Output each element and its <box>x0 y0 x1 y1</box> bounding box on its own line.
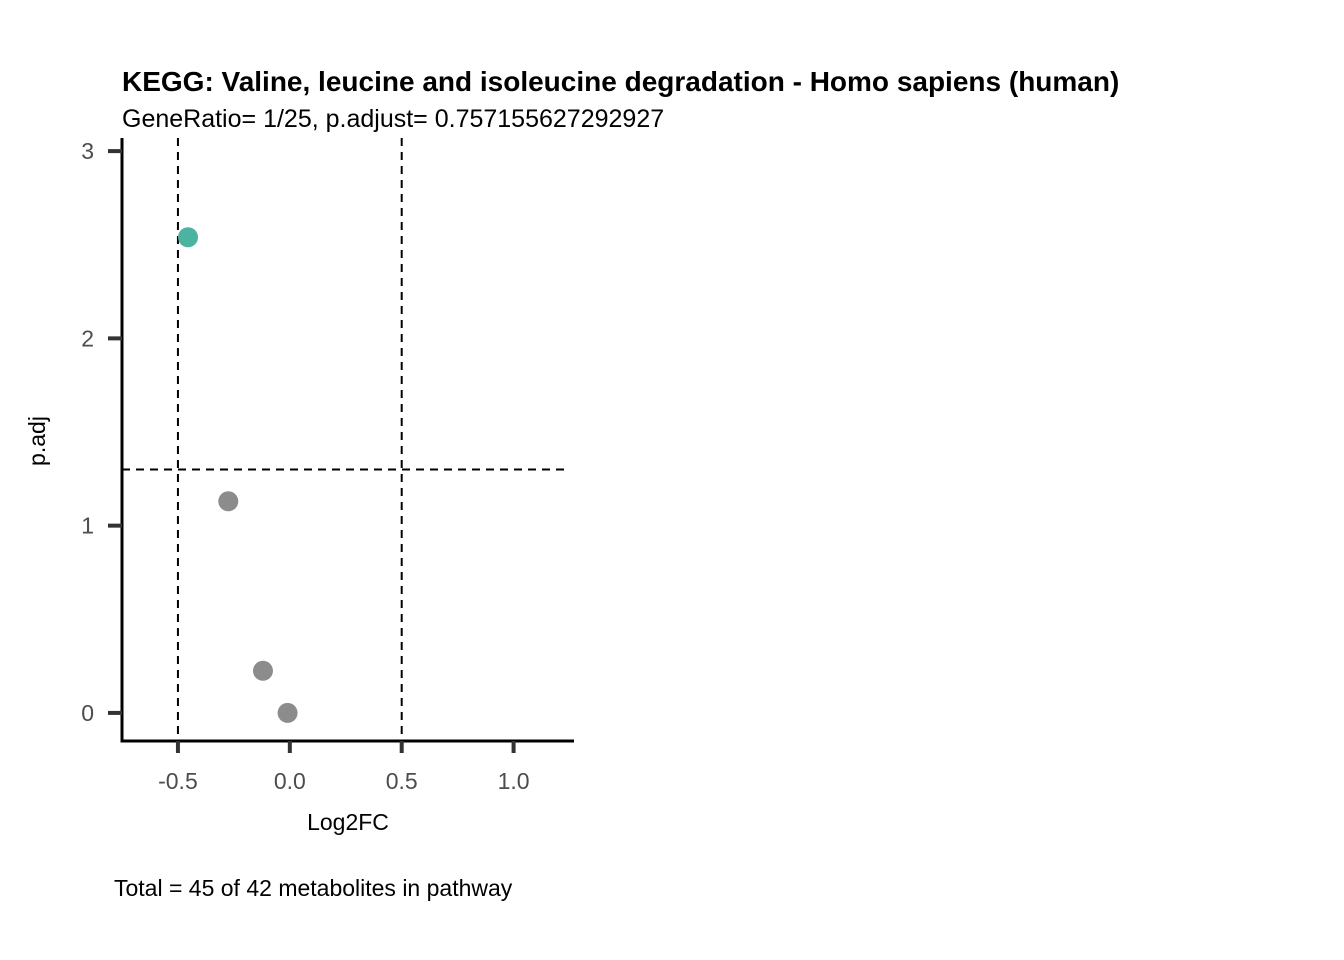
y-tick-label: 1 <box>81 513 94 539</box>
y-tick-label: 0 <box>81 700 94 726</box>
y-axis-ticks: 0 1 2 3 <box>81 138 122 726</box>
data-point <box>277 702 298 723</box>
y-axis-title: p.adj <box>24 416 50 466</box>
x-axis-title: Log2FC <box>307 809 389 835</box>
y-tick-label: 3 <box>81 138 94 164</box>
data-points <box>178 227 298 723</box>
data-point <box>218 491 239 512</box>
x-axis-ticks: -0.5 0.0 0.5 1.0 <box>158 741 530 794</box>
chart-title: KEGG: Valine, leucine and isoleucine deg… <box>122 66 1119 97</box>
y-tick-label: 2 <box>81 325 94 351</box>
chart-subtitle: GeneRatio= 1/25, p.adjust= 0.75715562729… <box>122 105 664 133</box>
reference-lines <box>122 138 566 741</box>
chart-caption: Total = 45 of 42 metabolites in pathway <box>114 875 513 901</box>
x-tick-label: -0.5 <box>158 768 198 794</box>
x-tick-label: 0.0 <box>274 768 306 794</box>
data-point <box>178 227 199 248</box>
data-point <box>252 660 273 681</box>
x-tick-label: 0.5 <box>386 768 418 794</box>
x-tick-label: 1.0 <box>498 768 530 794</box>
